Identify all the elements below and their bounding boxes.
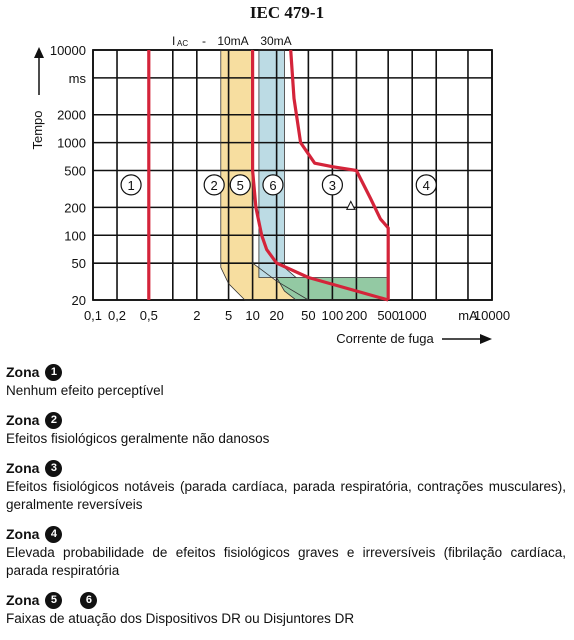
y-tick-label: 100: [64, 228, 86, 243]
x-tick-label: 10: [245, 308, 259, 323]
boundary-curve-2: [251, 50, 389, 302]
x-tick-label: 200: [346, 308, 368, 323]
zone-title: Zona: [6, 460, 40, 476]
zone-4: Zona 4 Elevada probabilidade de efeitos f…: [6, 524, 566, 580]
zone-badge: 5: [45, 591, 63, 609]
x-tick-label: 0,2: [108, 308, 126, 323]
rcd-header-dash: -: [202, 34, 206, 48]
zone-marker-label: 1: [127, 178, 134, 193]
rcd-band-6: [258, 50, 296, 278]
rcd-rating-30ma: 30mA: [260, 34, 291, 48]
x-tick-label: 50: [301, 308, 315, 323]
rcd-header-sublabel: AC: [177, 39, 188, 48]
y-tick-label: 500: [64, 164, 86, 179]
y-tick-label: 200: [64, 200, 86, 215]
zone-3: Zona 3 Efeitos fisiológicos notáveis (par…: [6, 458, 566, 514]
y-unit-label: ms: [69, 71, 87, 86]
x-axis-arrow-head: [480, 334, 492, 344]
zone-marker-label: 4: [423, 178, 430, 193]
zone-marker-label: 6: [269, 178, 276, 193]
y-tick-label: 2000: [57, 108, 86, 123]
y-tick-label: 1000: [57, 136, 86, 151]
zone-badge: 6: [80, 591, 98, 609]
zone-5-6: Zona 5 6 Faixas de atuação dos Dispositivo…: [6, 590, 566, 628]
rcd-rating-10ma: 10mA: [217, 34, 248, 48]
x-tick-label: 10000: [474, 308, 510, 323]
zone-title: Zona: [6, 526, 40, 542]
zone-description: Faixas de atuação dos Dispositivos DR ou…: [6, 611, 355, 626]
zone-description: Efeitos fisiológicos geralmente não dano…: [6, 431, 270, 446]
zone-description: Efeitos fisiológicos notáveis (parada ca…: [6, 479, 566, 512]
y-tick-label: 10000: [50, 43, 86, 58]
zone-badge: 1: [45, 363, 63, 381]
x-tick-label: 1000: [398, 308, 427, 323]
zone-title: Zona: [6, 364, 40, 380]
y-axis-arrow-head: [34, 47, 44, 58]
zone-1: Zona 1 Nenhum efeito perceptível: [6, 362, 566, 400]
x-unit-label: mA: [458, 308, 478, 323]
x-tick-label: 0,5: [140, 308, 158, 323]
zone-marker-3: [321, 174, 343, 196]
zone-title: Zona: [6, 412, 40, 428]
zone-badge: 3: [45, 459, 63, 477]
zone-marker-5: [229, 174, 251, 196]
x-tick-label: 100: [322, 308, 344, 323]
zone-title: Zona: [6, 592, 40, 608]
y-tick-label: 50: [72, 256, 86, 271]
zone-2: Zona 2 Efeitos fisiológicos geralmente nã…: [6, 410, 566, 448]
zone-badge: 4: [45, 525, 63, 543]
rcd-band-5: [220, 50, 309, 300]
rcd-header-label: I: [172, 34, 175, 48]
x-tick-label: 2: [193, 308, 200, 323]
x-tick-label: 20: [269, 308, 283, 323]
zone-marker-label: 5: [237, 178, 244, 193]
zone-marker-6: [262, 174, 284, 196]
zone-marker-2: [203, 174, 225, 196]
rcd-band-outline-green: [275, 277, 389, 301]
arrow-marker: [345, 200, 356, 210]
chart-title: IEC 479-1: [250, 3, 324, 22]
zone-marker-4: [415, 174, 437, 196]
zone-badge: 2: [45, 411, 63, 429]
x-tick-label: 500: [377, 308, 399, 323]
zone-legend: Zona 1 Nenhum efeito perceptível Zona 2 Ef…: [6, 362, 566, 638]
y-tick-label: 20: [72, 293, 86, 308]
x-tick-label: 5: [225, 308, 232, 323]
x-axis-title: Corrente de fuga: [336, 331, 434, 346]
y-axis-title: Tempo: [30, 110, 45, 149]
zone-marker-label: 2: [211, 178, 218, 193]
boundary-curve-3: [289, 49, 390, 300]
zone-description: Nenhum efeito perceptível: [6, 383, 164, 398]
zone-marker-label: 3: [329, 178, 336, 193]
zone-marker-1: [120, 174, 142, 196]
x-tick-label: 0,1: [84, 308, 102, 323]
zone-description: Elevada probabilidade de efeitos fisioló…: [6, 545, 566, 578]
